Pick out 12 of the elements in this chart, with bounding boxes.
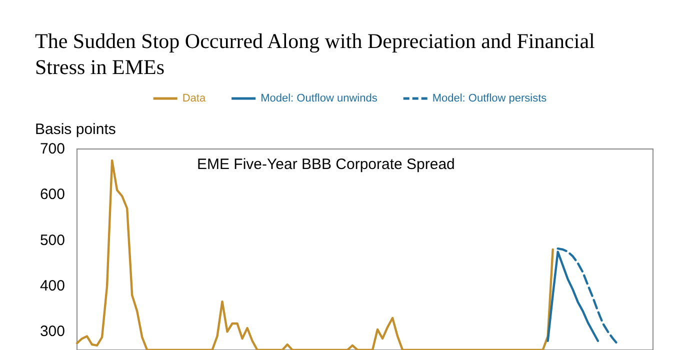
legend-label: Model: Outflow unwinds xyxy=(260,92,378,104)
y-tick-label: 400 xyxy=(40,278,65,295)
annotation: EME Five-Year BBB Corporate Spread xyxy=(197,156,455,173)
y-tick-label: 600 xyxy=(40,186,65,204)
y-tick-label: 500 xyxy=(40,232,65,249)
chart-title: The Sudden Stop Occurred Along with Depreciation and Financial Stress in EMEs xyxy=(35,29,600,79)
y-tick-label: 300 xyxy=(40,323,65,340)
legend-label: Data xyxy=(182,92,206,104)
y-axis-title: Basis points xyxy=(35,121,116,138)
legend-label: Model: Outflow persists xyxy=(432,92,548,104)
line-series xyxy=(76,159,554,350)
y-tick-label: 700 xyxy=(40,140,65,158)
